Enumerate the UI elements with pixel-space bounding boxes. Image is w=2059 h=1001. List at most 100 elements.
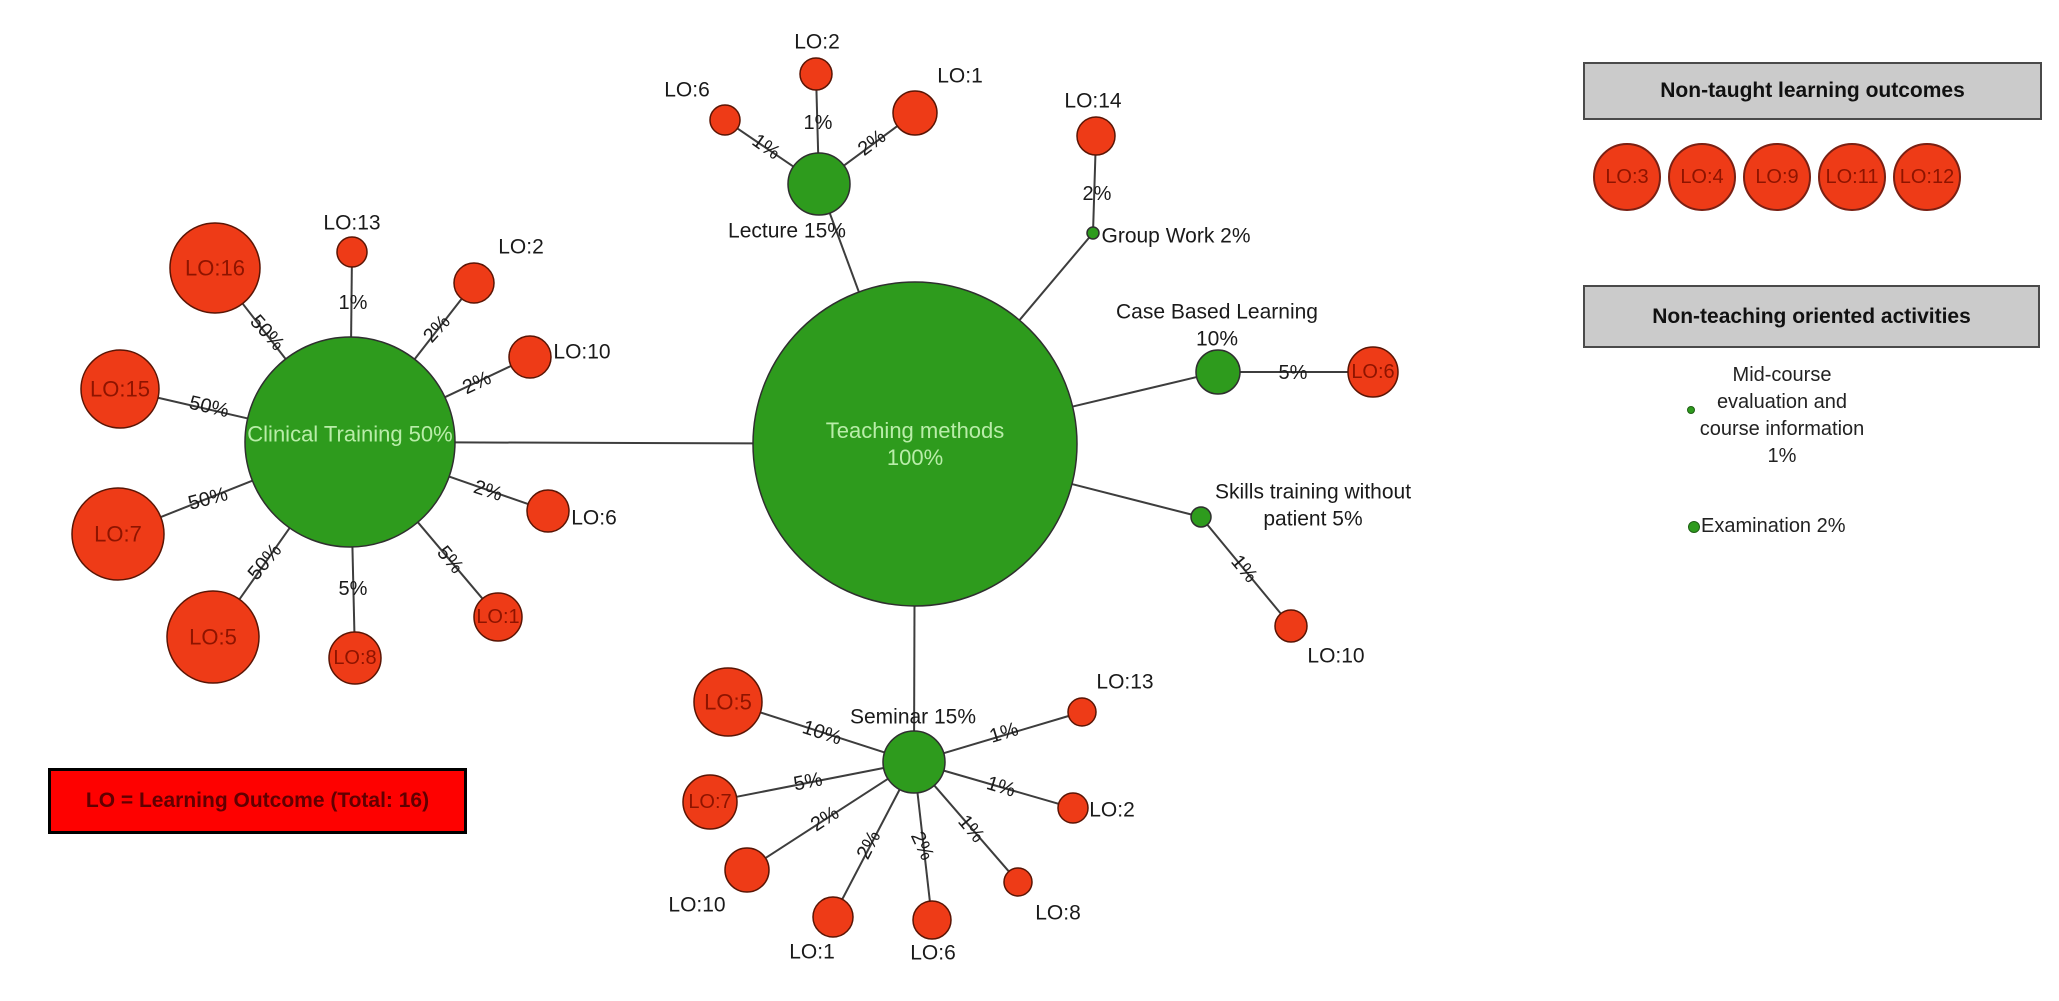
edge-label-clinical-cl_lo13: 1% xyxy=(339,292,368,314)
node-sem_lo7-label: LO:7 xyxy=(688,791,731,813)
edge-label-groupwork-lo14: 2% xyxy=(1083,183,1112,205)
edge-seminar-sem_lo7 xyxy=(736,766,884,798)
node-cb_lo6 xyxy=(1347,346,1399,398)
node-cl_lo1 xyxy=(473,592,523,642)
edge-label-clinical-cl_lo1: 5% xyxy=(432,542,468,578)
node-sem_lo2-label: LO:2 xyxy=(1089,799,1135,822)
node-cl_lo6 xyxy=(526,489,570,533)
edge-label-casebased-cb_lo6: 5% xyxy=(1279,362,1308,384)
node-cl_lo16 xyxy=(169,222,261,314)
node-cb_lo6-label: LO:6 xyxy=(1351,361,1394,383)
node-cl_lo8-label: LO:8 xyxy=(333,647,376,669)
edge-label-clinical-cl_lo8: 5% xyxy=(339,578,368,600)
node-casebased-label: Case Based Learning xyxy=(1116,301,1318,324)
node-sem_lo13-label: LO:13 xyxy=(1096,671,1153,694)
edge-seminar-sem_lo13 xyxy=(943,715,1069,755)
edge-clinical-cl_lo16 xyxy=(241,302,287,360)
edge-teaching-skills xyxy=(1071,483,1192,516)
node-cl_lo5 xyxy=(166,590,260,684)
activity-label-1: Examination 2% xyxy=(1701,515,1846,537)
node-sem_lo13 xyxy=(1067,697,1097,727)
edge-teaching-lecture xyxy=(828,212,860,293)
edge-seminar-sem_lo2 xyxy=(943,769,1059,805)
edge-label-seminar-sem_lo1: 2% xyxy=(853,827,886,863)
node-casebased-label: 10% xyxy=(1196,328,1238,351)
edge-label-clinical-cl_lo2: 2% xyxy=(419,311,455,347)
node-cl_lo13-label: LO:13 xyxy=(323,212,380,235)
edge-label-clinical-cl_lo15: 50% xyxy=(187,392,231,422)
node-cl_lo10-label: LO:10 xyxy=(553,341,610,364)
node-lo14-label: LO:14 xyxy=(1064,90,1122,113)
node-skills xyxy=(1190,506,1212,528)
edge-teaching-casebased xyxy=(1072,376,1197,408)
edge-label-seminar-sem_lo7: 5% xyxy=(792,768,825,795)
edge-clinical-cl_lo7 xyxy=(160,479,253,518)
node-skills-label: Skills training without xyxy=(1215,481,1411,504)
legend-outcome-lo11: LO:11 xyxy=(1818,143,1886,211)
node-casebased xyxy=(1195,349,1241,395)
node-teaching-label: Teaching methods xyxy=(826,418,1005,443)
edge-label-clinical-cl_lo16: 50% xyxy=(245,311,288,356)
node-cl_lo6-label: LO:6 xyxy=(571,507,617,530)
legend-activities-title: Non-teaching oriented activities xyxy=(1652,304,1971,328)
edge-clinical-cl_lo5 xyxy=(238,527,291,600)
node-cl_lo2 xyxy=(453,262,495,304)
node-sem_lo10 xyxy=(724,847,770,893)
node-sk_lo10 xyxy=(1274,609,1308,643)
node-cl_lo7-label: LO:7 xyxy=(94,522,142,547)
node-cl_lo13 xyxy=(336,236,368,268)
node-clinical xyxy=(244,336,456,548)
edge-seminar-sem_lo5 xyxy=(760,711,885,754)
edge-seminar-sem_lo8 xyxy=(933,784,1010,873)
node-lo14 xyxy=(1076,116,1116,156)
node-cl_lo15 xyxy=(80,349,160,429)
edge-label-seminar-sem_lo6: 2% xyxy=(906,828,938,864)
edge-label-clinical-cl_lo10: 2% xyxy=(459,367,495,399)
edge-seminar-sem_lo6 xyxy=(916,792,931,902)
legend-outcome-lo9: LO:9 xyxy=(1743,143,1811,211)
node-sem_lo6-label: LO:6 xyxy=(910,942,956,965)
node-seminar xyxy=(882,730,946,794)
legend-outcome-lo3: LO:3 xyxy=(1593,143,1661,211)
edge-teaching-groupwork xyxy=(1018,236,1090,321)
lo-key-callout: LO = Learning Outcome (Total: 16) xyxy=(48,768,467,834)
edge-clinical-cl_lo1 xyxy=(417,521,484,600)
edge-clinical-cl_lo8 xyxy=(351,546,356,633)
edge-lecture-lec_lo2 xyxy=(815,89,820,154)
lo-key-text: LO = Learning Outcome (Total: 16) xyxy=(85,789,430,812)
edge-teaching-clinical xyxy=(454,441,754,445)
node-groupwork xyxy=(1086,226,1100,240)
legend-non-taught-box: Non-taught learning outcomes xyxy=(1583,62,2042,120)
edge-label-seminar-sem_lo5: 10% xyxy=(800,716,845,749)
node-lecture-label: Lecture 15% xyxy=(728,220,846,243)
node-lec_lo1-label: LO:1 xyxy=(937,65,983,88)
edge-lecture-lec_lo1 xyxy=(843,125,898,167)
node-groupwork-label: Group Work 2% xyxy=(1102,225,1251,248)
node-cl_lo7 xyxy=(71,487,165,581)
node-cl_lo8 xyxy=(328,631,382,685)
node-cl_lo1-label: LO:1 xyxy=(476,606,519,628)
node-cl_lo15-label: LO:15 xyxy=(90,377,150,402)
node-teaching xyxy=(752,281,1078,607)
node-lec_lo6 xyxy=(709,104,741,136)
node-lec_lo1 xyxy=(892,90,938,136)
edge-lecture-lec_lo6 xyxy=(736,127,794,168)
legend-non-taught-items: LO:3 LO:4 LO:9 LO:11 LO:12 xyxy=(1593,143,1961,211)
legend-non-taught-title: Non-taught learning outcomes xyxy=(1660,79,1965,102)
node-cl_lo5-label: LO:5 xyxy=(189,625,237,650)
node-sem_lo1-label: LO:1 xyxy=(789,941,835,964)
edge-skills-sk_lo10 xyxy=(1206,524,1282,615)
edge-clinical-cl_lo2 xyxy=(413,298,463,360)
node-lecture xyxy=(787,152,851,216)
legend-outcome-lo4: LO:4 xyxy=(1668,143,1736,211)
edge-label-clinical-cl_lo7: 50% xyxy=(186,483,231,515)
node-sem_lo5 xyxy=(693,667,763,737)
node-clinical-label: Clinical Training 50% xyxy=(247,422,452,447)
edge-label-skills-sk_lo10: 1% xyxy=(1226,551,1262,587)
edge-label-seminar-sem_lo13: 1% xyxy=(987,718,1021,748)
edge-label-lecture-lec_lo2: 1% xyxy=(804,112,833,134)
node-sk_lo10-label: LO:10 xyxy=(1307,645,1364,668)
node-sem_lo8-label: LO:8 xyxy=(1035,902,1081,925)
